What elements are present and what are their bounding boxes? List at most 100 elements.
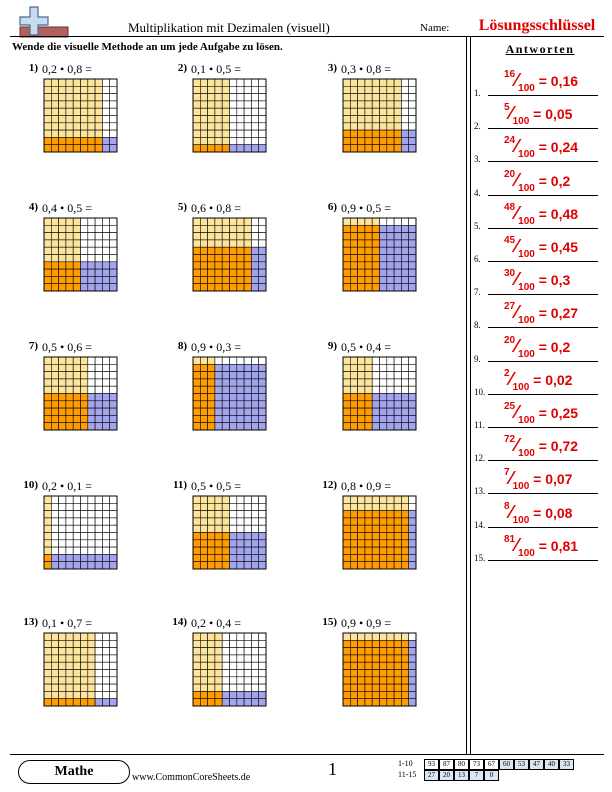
- problem-expression: 0,9 • 0,3 =: [191, 340, 241, 354]
- grid-cell: [87, 561, 96, 570]
- grid-cell: [401, 100, 410, 109]
- grid-cell: [393, 510, 402, 519]
- grid-cell: [401, 378, 410, 387]
- answer-line: [488, 360, 598, 362]
- grid-cell: [102, 356, 111, 365]
- grid-cell: [357, 225, 366, 233]
- grid-cell: [243, 261, 252, 270]
- grid-cell: [364, 539, 373, 548]
- grid-cell: [342, 503, 351, 511]
- grid-cell: [243, 654, 252, 663]
- grid-cell: [386, 246, 395, 255]
- grid-cell: [43, 503, 52, 511]
- grid-cell: [200, 554, 208, 563]
- grid-cell: [258, 524, 267, 533]
- grid-cell: [379, 129, 388, 138]
- grid-cell: [229, 137, 238, 146]
- grid-cell: [342, 647, 351, 656]
- grid-cell: [94, 400, 103, 409]
- problem-expression: 0,9 • 0,5 =: [341, 201, 391, 215]
- grid-cell: [80, 495, 89, 504]
- grid-cell: [109, 276, 118, 285]
- grid-cell: [43, 698, 52, 707]
- grid-cell: [342, 232, 351, 241]
- grid-cell: [94, 554, 103, 563]
- grid-cell: [192, 254, 201, 263]
- grid-cell: [192, 400, 201, 409]
- grid-cell: [192, 122, 201, 131]
- grid-cell: [72, 554, 81, 563]
- grid-cell: [51, 283, 59, 292]
- grid-cell: [243, 122, 252, 131]
- grid-cell: [386, 517, 395, 526]
- grid-cell: [51, 691, 59, 700]
- grid-cell: [43, 640, 52, 648]
- grid-cell: [251, 86, 260, 94]
- grid-cell: [364, 503, 373, 511]
- grid-cell: [236, 254, 245, 263]
- grid-cell: [214, 415, 223, 424]
- website-link[interactable]: www.CommonCoreSheets.de: [132, 772, 251, 783]
- grid-cell: [364, 654, 373, 663]
- fraction-slash: ⁄: [515, 335, 519, 356]
- grid-cell: [251, 225, 260, 233]
- grid-cell: [401, 400, 410, 409]
- answer-number: 7.: [474, 287, 481, 298]
- grid-cell: [109, 503, 118, 511]
- grid-cell: [408, 393, 417, 402]
- answer-number: 4.: [474, 187, 481, 198]
- grid-cell: [379, 261, 388, 270]
- hundred-grid: [192, 632, 267, 707]
- grid-cell: [221, 283, 230, 292]
- grid-cell: [342, 137, 351, 146]
- grid-cell: [401, 661, 410, 670]
- grid-cell: [243, 217, 252, 226]
- grid-cell: [221, 129, 230, 138]
- answer-value: 27⁄100 = 0,27: [504, 301, 578, 326]
- grid-cell: [393, 261, 402, 270]
- grid-cell: [80, 276, 89, 285]
- grid-cell: [386, 510, 395, 519]
- grid-cell: [87, 400, 96, 409]
- grid-cell: [393, 554, 402, 563]
- grid-cell: [214, 495, 223, 504]
- grid-cell: [393, 400, 402, 409]
- grid-cell: [393, 647, 402, 656]
- grid-cell: [386, 78, 395, 87]
- hundred-grid: [342, 78, 417, 153]
- grid-cell: [51, 268, 59, 277]
- grid-cell: [258, 371, 267, 380]
- grid-cell: [221, 364, 230, 372]
- grid-cell: [43, 144, 52, 153]
- grid-cell: [401, 640, 410, 648]
- grid-cell: [207, 371, 216, 380]
- grid-cell: [207, 393, 216, 402]
- grid-cell: [109, 524, 118, 533]
- grid-cell: [229, 254, 238, 263]
- grid-cell: [80, 393, 89, 402]
- grid-cell: [229, 669, 238, 678]
- grid-cell: [65, 144, 74, 153]
- grid-cell: [221, 503, 230, 511]
- grid-cell: [258, 261, 267, 270]
- grid-cell: [229, 283, 238, 292]
- problem-expression: 0,1 • 0,5 =: [191, 62, 241, 76]
- grid-cell: [229, 364, 238, 372]
- grid-cell: [408, 129, 417, 138]
- grid-cell: [192, 261, 201, 270]
- fraction-slash: ⁄: [515, 302, 519, 323]
- grid-cell: [342, 276, 351, 285]
- grid-cell: [243, 283, 252, 292]
- grid-cell: [102, 100, 111, 109]
- grid-cell: [102, 378, 111, 387]
- fraction-denominator: 100: [512, 381, 530, 393]
- grid-cell: [251, 554, 260, 563]
- fraction-slash: ⁄: [509, 103, 513, 124]
- grid-cell: [371, 632, 380, 641]
- grid-cell: [236, 115, 245, 124]
- grid-cell: [350, 632, 358, 641]
- grid-cell: [87, 129, 96, 138]
- grid-cell: [51, 115, 59, 124]
- grid-cell: [200, 691, 208, 700]
- grid-cell: [192, 78, 201, 87]
